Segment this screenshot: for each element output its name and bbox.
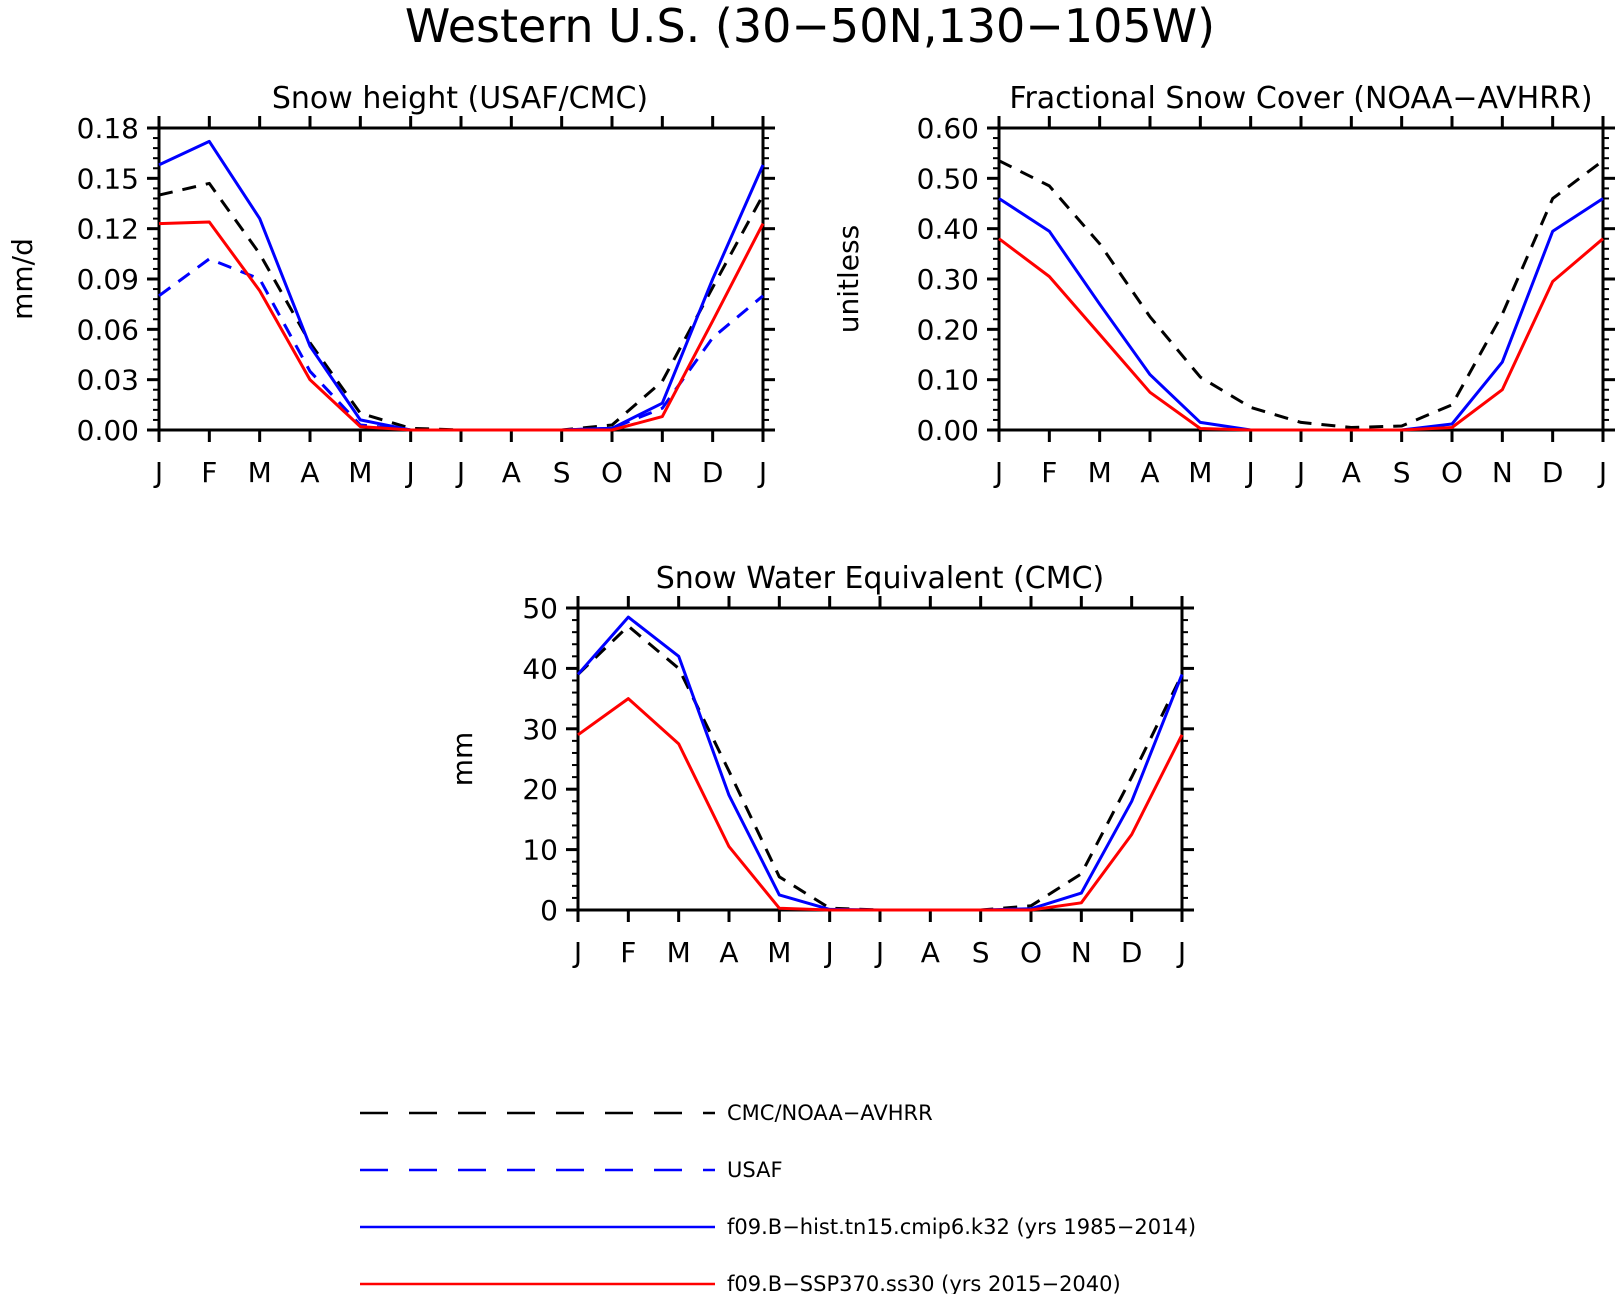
x-tick-label: J [824, 936, 834, 969]
x-tick-label: S [1393, 456, 1411, 489]
x-tick-label: J [153, 456, 163, 489]
x-tick-label: M [248, 456, 272, 489]
chart-panel-1: Snow height (USAF/CMC)mm/dJ F M A M J J A S O N D J0… [6, 81, 775, 489]
x-tick-label: O [1441, 456, 1463, 489]
y-tick-label: 0.50 [917, 162, 979, 195]
x-tick-label: J [757, 456, 767, 489]
x-tick-label: M [667, 936, 691, 969]
x-tick-label: A [1140, 456, 1159, 489]
plot-frame [576, 606, 1184, 912]
series-line-3 [158, 139, 765, 432]
x-tick-label: A [719, 936, 738, 969]
x-tick-label: J [874, 936, 884, 969]
y-tick-label: 0 [540, 894, 558, 927]
x-tick-label: J [455, 456, 465, 489]
x-tick-label: J [405, 456, 415, 489]
x-tick-label: A [921, 936, 940, 969]
y-tick-label: 0.30 [917, 263, 979, 296]
x-tick-label: A [300, 456, 319, 489]
y-tick-label: 20 [522, 773, 558, 806]
legend-item: f09.B−hist.tn15.cmip6.k32 (yrs 1985−2014… [360, 1215, 1196, 1239]
series-line-3 [577, 697, 1184, 912]
y-tick-label: 10 [522, 834, 558, 867]
x-tick-label: S [553, 456, 571, 489]
x-tick-label: J [572, 936, 582, 969]
chart-panel-3: Snow Water Equivalent (CMC)mmJ F M A M J J A S O N… [446, 561, 1194, 969]
x-tick-label: J [1245, 456, 1255, 489]
x-tick-label: D [1121, 936, 1143, 969]
x-tick-label: N [652, 456, 673, 489]
series-line-2 [998, 197, 1604, 432]
x-tick-label: F [620, 936, 636, 969]
y-tick-label: 0.12 [77, 213, 139, 246]
x-tick-label: J [1295, 456, 1305, 489]
x-tick-label: J [993, 456, 1003, 489]
y-tick-label: 0.09 [77, 263, 139, 296]
legend-label: f09.B−hist.tn15.cmip6.k32 (yrs 1985−2014… [727, 1215, 1196, 1239]
chart-panels: Snow height (USAF/CMC)mm/dJ F M A M J J A S O N D J0… [6, 81, 1615, 969]
y-tick-label: 30 [522, 713, 558, 746]
chart-panel-2: Fractional Snow Cover (NOAA−AVHRR) unitle… [832, 81, 1615, 489]
series-line-3 [998, 237, 1604, 432]
x-tick-label: A [502, 456, 521, 489]
x-tick-label: M [767, 936, 791, 969]
y-tick-label: 0.15 [77, 162, 139, 195]
series-line-1 [158, 181, 765, 432]
legend-item: USAF [360, 1158, 783, 1182]
y-tick-label: 0.10 [917, 364, 979, 397]
legend-label: f09.B−SSP370.ss30 (yrs 2015−2040) [727, 1272, 1121, 1294]
x-tick-label: N [1071, 936, 1092, 969]
series-line-1 [576, 624, 1184, 912]
y-tick-label: 50 [522, 592, 558, 625]
y-tick-label: 0.60 [917, 112, 979, 145]
y-axis-label: mm [446, 732, 479, 787]
legend: CMC/NOAA−AVHRR USAF f09.B−hist.tn15.cmip6.… [360, 1101, 1196, 1294]
x-tick-label: M [1188, 456, 1212, 489]
y-axis-label: unitless [832, 225, 865, 333]
y-tick-label: 0.00 [77, 414, 139, 447]
x-tick-label: F [1041, 456, 1057, 489]
x-tick-label: O [1020, 936, 1042, 969]
legend-label: USAF [727, 1158, 783, 1182]
panel-title: Fractional Snow Cover (NOAA−AVHRR) [1009, 81, 1592, 116]
y-axis-label: mm/d [6, 238, 39, 320]
x-tick-label: O [601, 456, 623, 489]
figure-title: Western U.S. (30−50N,130−105W) [405, 0, 1215, 53]
y-tick-label: 0.06 [77, 313, 139, 346]
y-tick-label: 0.20 [917, 313, 979, 346]
y-tick-label: 0.03 [77, 364, 139, 397]
x-tick-label: N [1492, 456, 1513, 489]
x-tick-label: J [1597, 456, 1607, 489]
panel-title: Snow height (USAF/CMC) [272, 81, 648, 116]
legend-label: CMC/NOAA−AVHRR [727, 1101, 933, 1125]
series-line-1 [998, 159, 1604, 429]
x-tick-label: M [1088, 456, 1112, 489]
x-tick-label: D [1542, 456, 1564, 489]
series-line-4 [158, 220, 765, 432]
x-tick-label: A [1342, 456, 1361, 489]
y-tick-label: 0.00 [917, 414, 979, 447]
y-tick-label: 0.40 [917, 213, 979, 246]
x-tick-label: J [1176, 936, 1186, 969]
legend-item: f09.B−SSP370.ss30 (yrs 2015−2040) [360, 1272, 1121, 1294]
y-tick-label: 0.18 [77, 112, 139, 145]
x-tick-label: D [702, 456, 724, 489]
panel-title: Snow Water Equivalent (CMC) [656, 561, 1104, 596]
x-tick-label: F [201, 456, 217, 489]
legend-item: CMC/NOAA−AVHRR [360, 1101, 933, 1125]
plot-frame [997, 126, 1605, 432]
x-tick-label: S [972, 936, 990, 969]
x-tick-label: M [348, 456, 372, 489]
series-line-2 [158, 257, 764, 432]
y-tick-label: 40 [522, 652, 558, 685]
